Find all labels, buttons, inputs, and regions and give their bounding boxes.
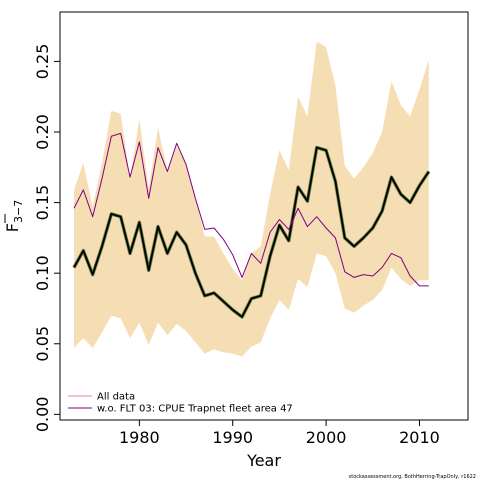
- plot-frame: [59, 11, 469, 421]
- y-tick-label: 0.20: [33, 114, 52, 150]
- y-tick-label: 0.10: [33, 255, 52, 291]
- x-tick-label: 1980: [119, 428, 160, 447]
- legend-label-excluded-fleet: w.o. FLT 03: CPUE Trapnet fleet area 47: [97, 404, 293, 415]
- confidence-band: [74, 41, 429, 357]
- x-axis: 1980 1990 2000 2010: [119, 420, 440, 447]
- series-excluded-fleet-line: [73, 132, 429, 287]
- y-axis-title-group: F3−7: [3, 200, 25, 232]
- legend-label-all-data: All data: [97, 392, 135, 403]
- y-tick-label: 0.00: [33, 397, 52, 433]
- x-axis-title: Year: [246, 451, 281, 470]
- y-tick-label: 0.05: [33, 326, 52, 362]
- y-axis-title-main: F: [3, 223, 22, 232]
- y-tick-label: 0.15: [33, 185, 52, 221]
- x-tick-label: 2010: [399, 428, 440, 447]
- x-tick-label: 1990: [212, 428, 253, 447]
- legend: All data w.o. FLT 03: CPUE Trapnet fleet…: [68, 392, 293, 415]
- x-tick-label: 2000: [306, 428, 347, 447]
- plot-area: [72, 41, 431, 357]
- y-axis-title: F3−7: [3, 200, 25, 232]
- credit-text: stockassessment.org, BothHerring-TrapOnl…: [349, 474, 476, 480]
- y-axis: 0.00 0.05 0.10 0.15 0.20 0.25: [33, 44, 60, 433]
- y-axis-title-subscript: 3−7: [12, 200, 25, 223]
- series-all-data-line: [73, 146, 430, 318]
- y-tick-label: 0.25: [33, 44, 52, 80]
